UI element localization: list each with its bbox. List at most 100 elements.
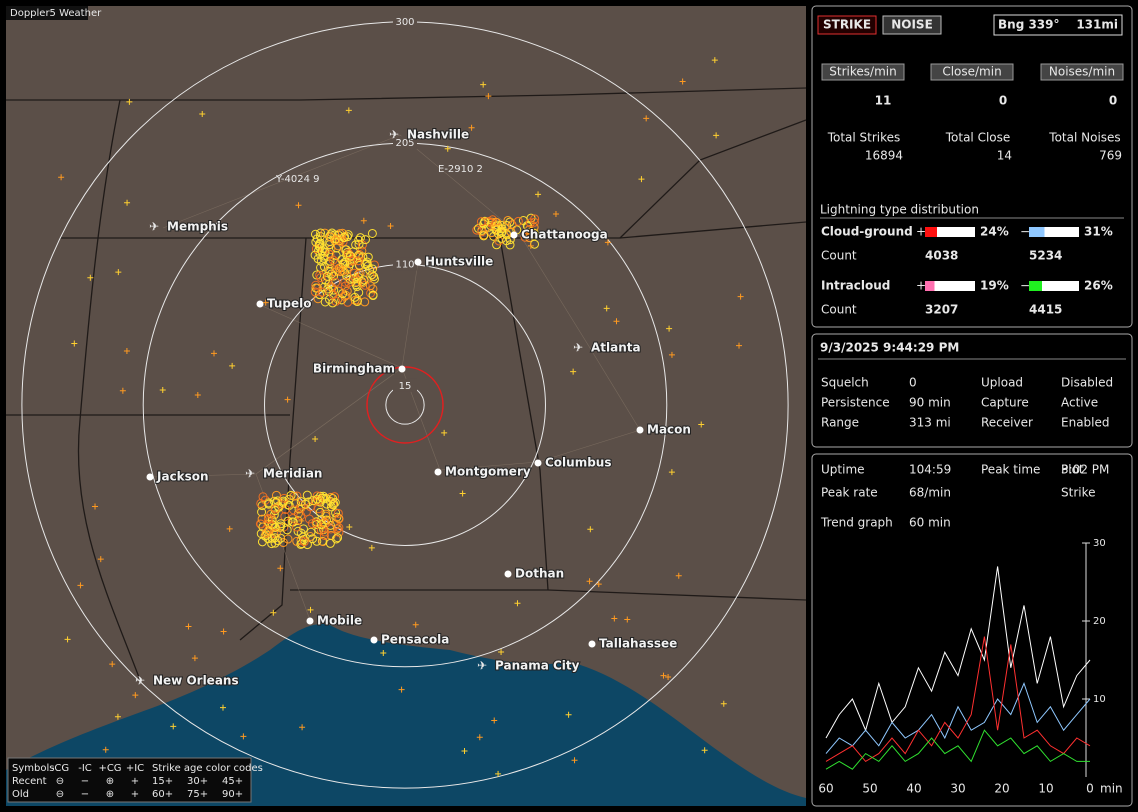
strike [126,98,133,105]
strike [638,176,645,183]
strike [666,325,673,332]
strike [316,228,326,238]
bearing-box [993,14,1123,36]
city-label: Pensacola [381,633,449,647]
mode-button[interactable] [817,15,877,35]
strike [340,281,350,291]
strike [194,392,201,399]
ring-label: 205 [395,138,414,149]
bar-track [925,281,975,291]
strike [319,262,329,272]
strike [159,387,166,394]
strike [325,538,335,548]
percent: 31% [1084,225,1113,239]
strike [480,217,490,227]
legend-symbol: +IC [126,763,144,774]
strike [291,522,301,532]
strike [292,491,302,501]
city-label: Huntsville [425,255,493,269]
close-ring [366,366,444,444]
city-label: Tupelo [267,297,312,311]
strike [570,368,577,375]
bar-track [1029,281,1079,291]
count: 4038 [925,249,958,263]
legend-glyph: ⊖ [56,776,64,787]
strike [326,502,336,512]
strike [240,733,247,740]
ring-label-bg [393,136,417,150]
strike [297,539,307,549]
city-label: Jackson [156,470,209,484]
strike [603,305,610,312]
strike [267,533,277,543]
strike [369,272,379,282]
strike [350,292,360,302]
station-marker: E-2910 2 [438,164,483,175]
strike [351,240,361,250]
total-value: 16894 [865,149,903,163]
map[interactable]: 15 110 205 300 ✈ Nashville ✈ Memphis Chattanoog… [6,6,807,806]
range-rings: 15 110 205 300 [21,14,789,789]
strike [277,565,284,572]
strike [296,497,306,507]
strike [720,700,727,707]
stat: Uptime [821,463,865,477]
strike [505,217,515,227]
strike [327,228,337,238]
legend-age: 60+ [152,789,173,800]
strike [492,225,502,235]
legend-symbol: -IC [78,763,92,774]
window-title-bg [6,6,88,20]
strike [77,582,84,589]
strike [316,273,326,283]
window-title: Doppler5 Weather [10,8,102,19]
strike [286,490,296,500]
strike [479,219,489,229]
datetime: 9/3/2025 9:44:29 PM [820,341,959,355]
strike [346,523,353,530]
setting: Active [1061,396,1098,410]
distance: 131mi [1076,18,1118,32]
strike [288,513,298,523]
strike [711,57,718,64]
strike [368,544,375,551]
strike [713,132,720,139]
strike [345,107,352,114]
strike [115,269,122,276]
mode-button-label[interactable]: NOISE [891,18,933,32]
city-label: Panama City [495,659,580,673]
strike [328,290,338,300]
strike [296,500,306,510]
strike [527,242,534,249]
legend-glyph: ⊕ [106,789,114,800]
strike [476,217,486,227]
mode-button-label[interactable]: STRIKE [823,18,871,32]
strike [220,628,227,635]
ring-label: 110 [395,260,414,271]
strike [354,239,364,249]
strike [441,429,448,436]
legend-title: Symbols [12,763,54,774]
x-tick-label: 0 [1086,782,1094,796]
station-marker: Y-4024 9 [275,174,320,185]
sign: − [1020,279,1030,293]
ring-label-bg [393,378,417,392]
legend-age: 45+ [222,776,243,787]
stat: 3:02 PM [1061,463,1109,477]
total-label: Total Strikes [827,131,901,145]
strike [387,223,394,230]
legend-box [7,757,252,803]
strike [311,280,321,290]
city-label: Meridian [263,467,322,481]
strike [321,509,331,519]
strike [357,240,367,250]
strike [270,538,280,548]
legend-symbol: +CG [98,763,121,774]
strike [310,250,320,260]
setting: 0 [909,376,917,390]
mode-button[interactable] [882,15,942,35]
strike [298,517,305,524]
strike [333,508,343,518]
city-dot [510,231,518,239]
stat: Peak time [981,463,1040,477]
